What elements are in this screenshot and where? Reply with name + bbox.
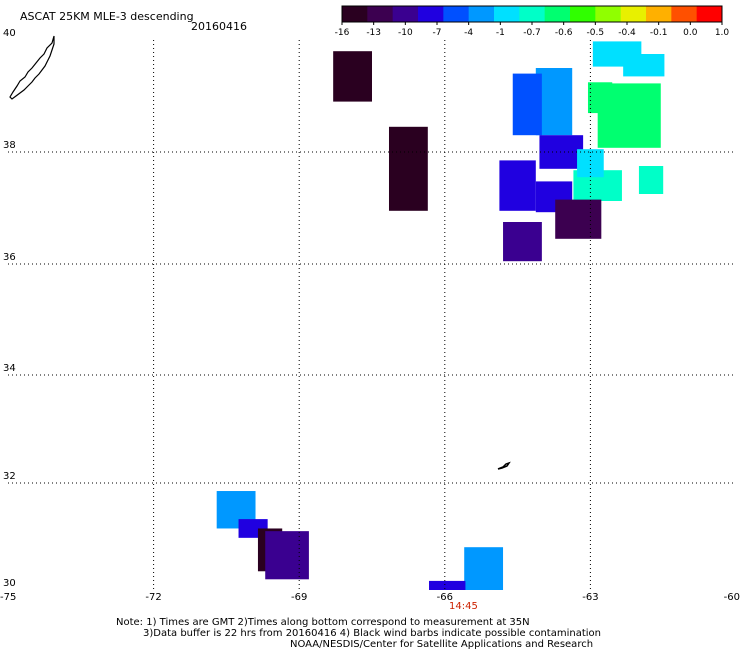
wind-cell bbox=[555, 199, 602, 239]
colorbar-swatch bbox=[443, 6, 470, 22]
wind-cell bbox=[265, 531, 309, 580]
colorbar-label: -0.7 bbox=[523, 28, 541, 38]
chart-date: 20160416 bbox=[191, 20, 247, 33]
colorbar-swatch bbox=[671, 6, 698, 22]
wind-cell bbox=[503, 222, 542, 262]
note-line-2: 3)Data buffer is 22 hrs from 20160416 4)… bbox=[143, 628, 601, 639]
lon-tick-label: -60 bbox=[724, 592, 740, 603]
time-label: 14:45 bbox=[449, 601, 478, 612]
wind-cell bbox=[539, 135, 584, 169]
wind-cell bbox=[597, 83, 661, 148]
colorbar-label: 0.0 bbox=[683, 28, 698, 38]
lat-tick-label: 34 bbox=[3, 363, 16, 374]
lon-tick-label: -69 bbox=[291, 592, 307, 603]
colorbar-label: -0.6 bbox=[555, 28, 573, 38]
colorbar-label: 1.0 bbox=[715, 28, 730, 38]
colorbar-swatch bbox=[418, 6, 444, 22]
colorbar-swatch bbox=[544, 6, 571, 22]
colorbar: -16 -13 -10 -7 -4 -1 -0.7 -0.6 -0.5 -0.4 -0.1 0.0 1.… bbox=[335, 5, 730, 38]
wind-cells bbox=[216, 41, 665, 590]
lat-tick-label: 38 bbox=[3, 140, 16, 151]
note-line-3: NOAA/NESDIS/Center for Satellite Applica… bbox=[290, 639, 594, 650]
colorbar-swatch bbox=[620, 6, 647, 22]
wind-cell bbox=[333, 51, 372, 102]
lat-tick-label: 40 bbox=[3, 28, 16, 39]
lat-tick-label: 30 bbox=[3, 578, 16, 589]
colorbar-swatch bbox=[342, 6, 368, 22]
lon-tick-label: -63 bbox=[582, 592, 598, 603]
colorbar-label: -0.1 bbox=[650, 28, 668, 38]
chart-title: ASCAT 25KM MLE-3 descending bbox=[20, 10, 194, 23]
colorbar-label: -10 bbox=[398, 28, 413, 38]
colorbar-label: -4 bbox=[464, 28, 473, 38]
colorbar-label: -13 bbox=[366, 28, 381, 38]
colorbar-label: -0.5 bbox=[587, 28, 605, 38]
colorbar-swatch bbox=[468, 6, 495, 22]
note-line-1: Note: 1) Times are GMT 2)Times along bot… bbox=[116, 617, 530, 628]
longitude-labels: -75 -72 -69 -66 -63 -60 bbox=[0, 592, 740, 603]
colorbar-swatch bbox=[494, 6, 520, 22]
colorbar-swatch bbox=[696, 6, 723, 22]
lon-tick-label: -72 bbox=[145, 592, 161, 603]
lat-tick-label: 32 bbox=[3, 471, 16, 482]
colorbar-swatch bbox=[595, 6, 622, 22]
colorbar-label: -16 bbox=[335, 28, 350, 38]
wind-cell bbox=[499, 160, 536, 211]
island-shape bbox=[497, 461, 511, 470]
wind-cell bbox=[464, 547, 504, 590]
wind-cell bbox=[512, 73, 542, 136]
colorbar-label: -0.4 bbox=[618, 28, 636, 38]
latitude-labels: 40 38 36 34 32 30 bbox=[3, 28, 16, 589]
wind-cell bbox=[388, 126, 428, 211]
colorbar-swatch bbox=[646, 6, 672, 22]
colorbar-swatch bbox=[367, 6, 394, 22]
colorbar-swatch bbox=[392, 6, 419, 22]
lon-tick-label: -66 bbox=[437, 592, 453, 603]
colorbar-label: -7 bbox=[433, 28, 442, 38]
wind-cell bbox=[623, 54, 665, 77]
lon-tick-label: -75 bbox=[0, 592, 16, 603]
lat-tick-label: 36 bbox=[3, 252, 16, 263]
colorbar-swatch bbox=[519, 6, 546, 22]
colorbar-label: -1 bbox=[496, 28, 505, 38]
wind-cell bbox=[429, 580, 466, 590]
coastline bbox=[9, 35, 511, 470]
wind-cell bbox=[638, 166, 664, 194]
lat-lon-grid bbox=[8, 40, 736, 590]
coastline-shape bbox=[9, 35, 55, 100]
colorbar-swatch bbox=[570, 6, 596, 22]
